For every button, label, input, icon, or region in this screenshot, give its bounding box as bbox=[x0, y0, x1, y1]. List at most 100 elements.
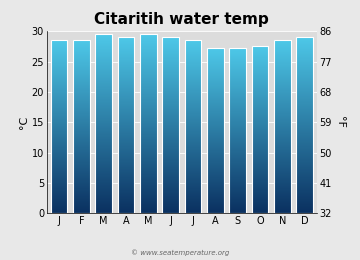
Bar bbox=[95, 47, 112, 48]
Bar bbox=[140, 118, 157, 119]
Bar bbox=[229, 208, 246, 209]
Bar bbox=[207, 161, 224, 162]
Bar bbox=[296, 169, 313, 170]
Bar bbox=[162, 186, 179, 187]
Bar bbox=[207, 129, 224, 130]
Bar bbox=[185, 67, 201, 68]
Bar bbox=[162, 83, 179, 84]
Bar bbox=[73, 117, 90, 118]
Bar bbox=[95, 94, 112, 95]
Bar bbox=[229, 109, 246, 110]
Bar bbox=[185, 202, 201, 203]
Bar bbox=[252, 132, 268, 133]
Bar bbox=[95, 205, 112, 206]
Bar bbox=[162, 130, 179, 131]
Bar bbox=[252, 117, 268, 118]
Bar bbox=[252, 190, 268, 191]
Bar bbox=[296, 157, 313, 158]
Bar bbox=[274, 48, 291, 49]
Bar bbox=[73, 206, 90, 207]
Bar bbox=[229, 135, 246, 136]
Bar bbox=[207, 67, 224, 68]
Bar bbox=[252, 176, 268, 177]
Bar bbox=[73, 195, 90, 196]
Bar bbox=[296, 200, 313, 201]
Bar bbox=[296, 44, 313, 45]
Bar bbox=[162, 67, 179, 68]
Bar bbox=[95, 147, 112, 148]
Bar bbox=[95, 107, 112, 108]
Bar bbox=[95, 152, 112, 153]
Bar bbox=[229, 53, 246, 54]
Bar bbox=[252, 52, 268, 53]
Bar bbox=[229, 72, 246, 73]
Bar bbox=[162, 166, 179, 167]
Bar bbox=[140, 137, 157, 138]
Bar bbox=[51, 59, 67, 60]
Bar bbox=[73, 115, 90, 116]
Bar bbox=[296, 134, 313, 135]
Bar bbox=[140, 131, 157, 132]
Bar bbox=[95, 139, 112, 140]
Bar bbox=[185, 60, 201, 61]
Bar bbox=[229, 209, 246, 210]
Bar bbox=[296, 91, 313, 92]
Bar bbox=[95, 190, 112, 191]
Bar bbox=[118, 161, 134, 162]
Bar bbox=[207, 88, 224, 89]
Bar bbox=[185, 66, 201, 67]
Bar bbox=[118, 179, 134, 180]
Bar bbox=[140, 126, 157, 127]
Bar bbox=[162, 100, 179, 101]
Bar bbox=[162, 80, 179, 81]
Bar bbox=[95, 137, 112, 138]
Bar bbox=[229, 184, 246, 185]
Bar bbox=[274, 49, 291, 50]
Bar bbox=[73, 58, 90, 59]
Bar bbox=[207, 166, 224, 167]
Bar bbox=[229, 151, 246, 152]
Bar bbox=[252, 83, 268, 84]
Bar bbox=[274, 135, 291, 136]
Bar bbox=[274, 40, 291, 41]
Bar bbox=[252, 154, 268, 155]
Bar bbox=[95, 114, 112, 115]
Bar bbox=[95, 193, 112, 194]
Bar bbox=[118, 190, 134, 191]
Bar bbox=[207, 143, 224, 144]
Bar bbox=[162, 57, 179, 58]
Bar bbox=[51, 198, 67, 199]
Bar bbox=[162, 175, 179, 176]
Bar bbox=[274, 185, 291, 186]
Bar bbox=[95, 71, 112, 72]
Bar bbox=[252, 66, 268, 67]
Bar bbox=[274, 70, 291, 71]
Bar bbox=[296, 125, 313, 126]
Bar bbox=[162, 134, 179, 135]
Bar bbox=[162, 61, 179, 62]
Bar bbox=[95, 177, 112, 178]
Bar bbox=[252, 49, 268, 50]
Bar bbox=[252, 64, 268, 65]
Bar bbox=[51, 170, 67, 171]
Bar bbox=[274, 88, 291, 89]
Bar bbox=[252, 139, 268, 140]
Bar bbox=[162, 89, 179, 90]
Bar bbox=[162, 37, 179, 213]
Bar bbox=[252, 115, 268, 116]
Bar bbox=[162, 90, 179, 91]
Bar bbox=[252, 93, 268, 94]
Bar bbox=[95, 56, 112, 57]
Bar bbox=[252, 191, 268, 192]
Bar bbox=[207, 128, 224, 129]
Bar bbox=[140, 88, 157, 89]
Bar bbox=[185, 126, 201, 127]
Bar bbox=[274, 210, 291, 211]
Bar bbox=[274, 197, 291, 198]
Bar bbox=[207, 198, 224, 199]
Bar bbox=[118, 86, 134, 87]
Bar bbox=[296, 178, 313, 179]
Bar bbox=[274, 117, 291, 118]
Bar bbox=[162, 180, 179, 181]
Title: Citaritih water temp: Citaritih water temp bbox=[94, 12, 269, 27]
